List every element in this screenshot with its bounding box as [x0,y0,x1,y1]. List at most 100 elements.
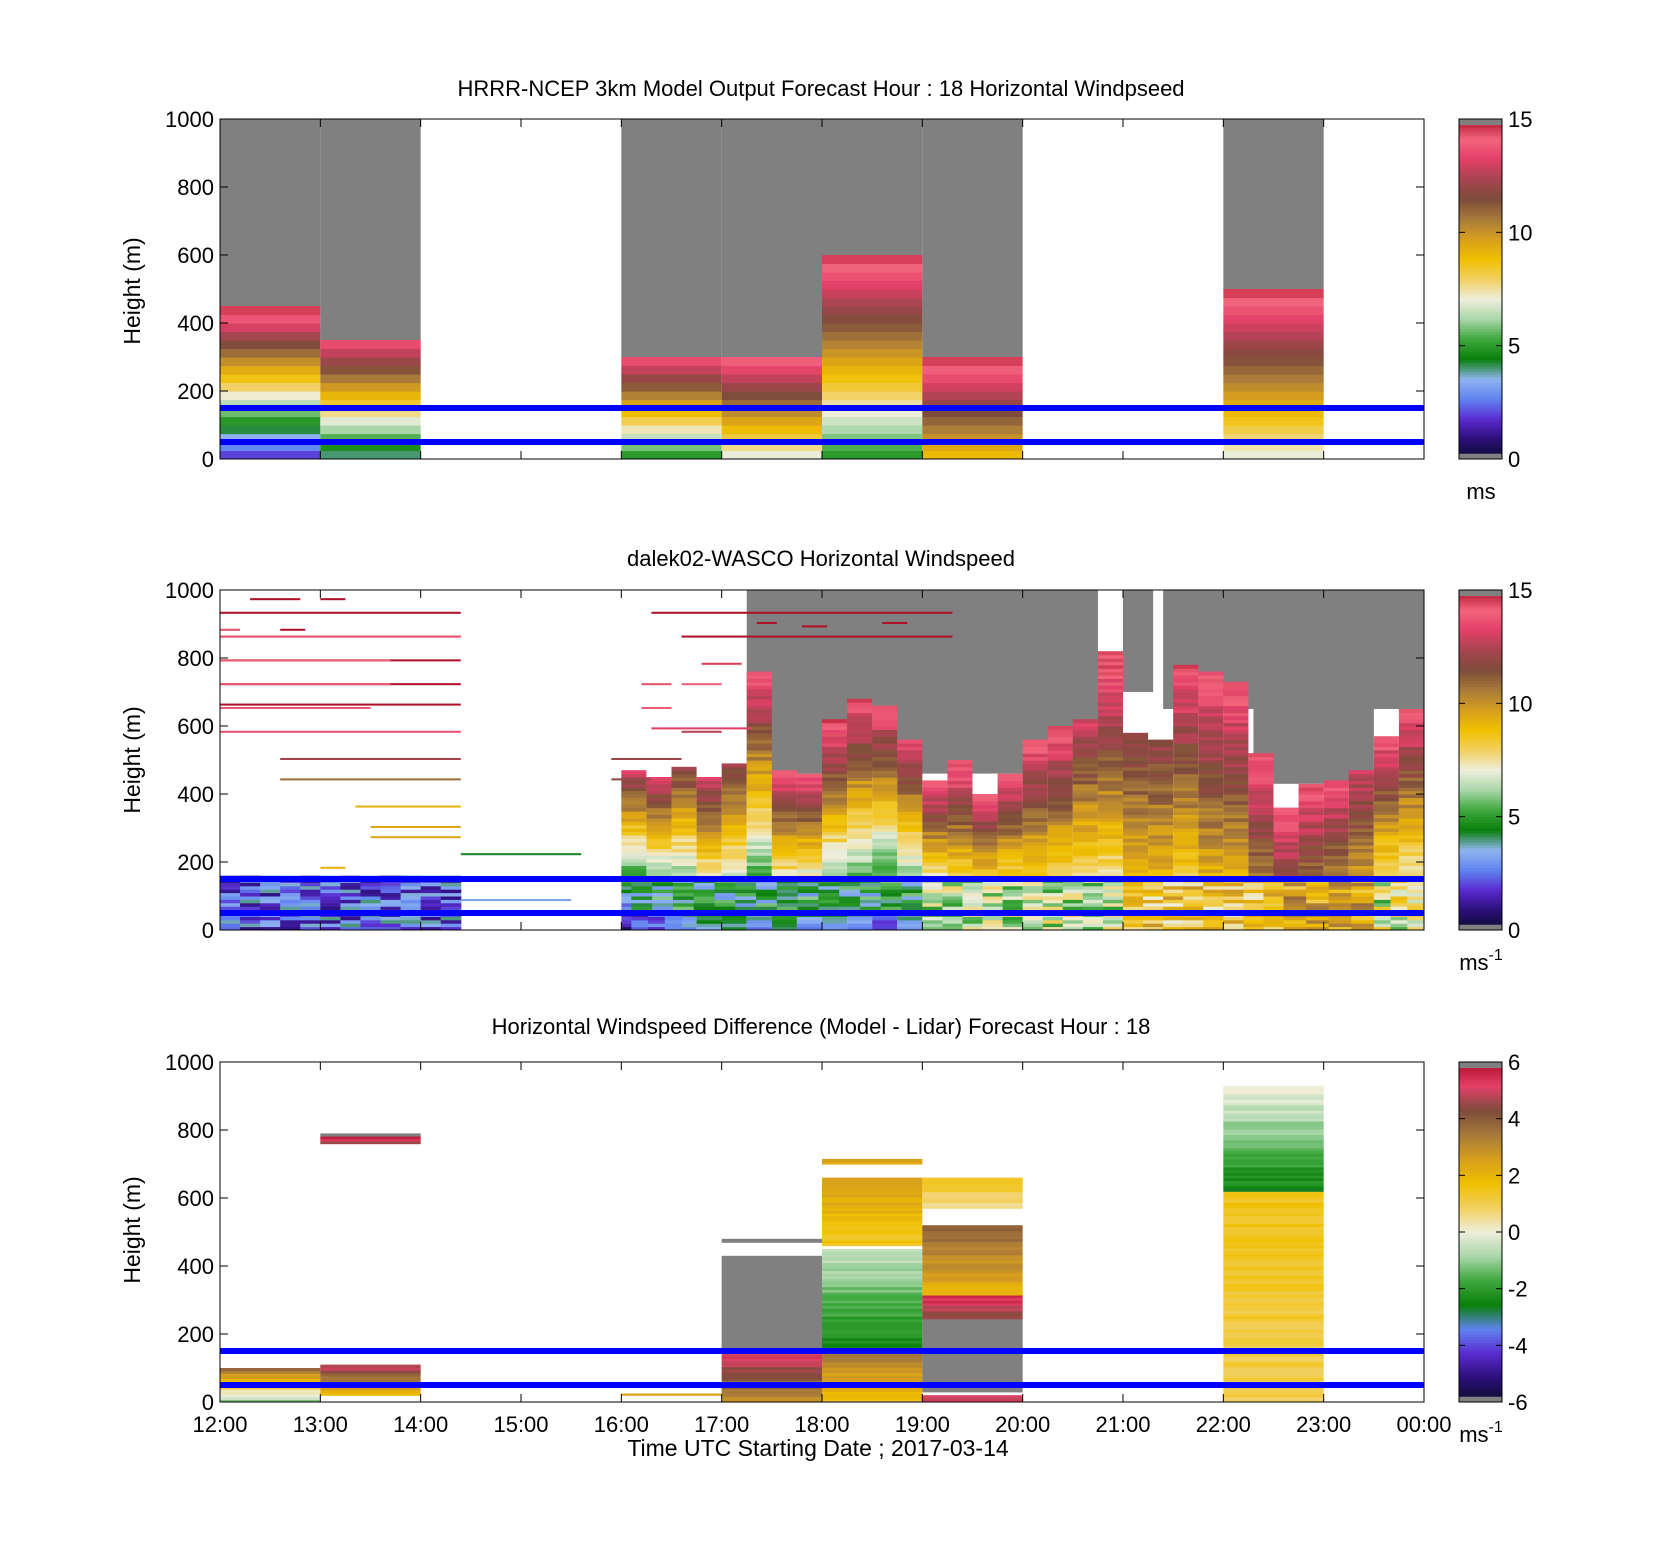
heatmap-cell [1248,838,1274,843]
heatmap-cell [822,726,848,730]
heatmap-cell [1042,916,1064,921]
heatmap-cell [1123,906,1144,911]
colorbar-cell [1459,365,1502,369]
heatmap-cell [621,374,722,384]
heatmap-cell [1163,892,1184,897]
heatmap-cell [1390,889,1408,894]
heatmap-cell [1173,862,1199,866]
heatmap-cell [1022,838,1048,843]
heatmap-cell [1022,906,1044,911]
heatmap-cell [922,1399,1023,1402]
heatmap-cell [1348,872,1374,877]
colorbar-cell [1459,796,1502,801]
heatmap-cell [1123,790,1149,795]
heatmap-cell [1097,811,1123,815]
heatmap-cell [1072,862,1098,866]
heatmap-cell [1123,753,1149,758]
colorbar-cell [1459,1331,1502,1335]
heatmap-cell [1072,736,1098,741]
heatmap-cell [1123,889,1144,894]
heatmap-cell [822,1207,923,1211]
heatmap-cell [746,732,772,737]
heatmap-cell [671,800,697,805]
heatmap-cell [1223,1188,1324,1192]
heatmap-cell [1072,773,1098,778]
heatmap-cell [997,807,1023,812]
heatmap-cell [1223,1393,1324,1398]
heatmap-cell [646,817,672,822]
heatmap-cell [1047,868,1073,873]
heatmap-cell [897,811,923,815]
heatmap-cell [947,817,973,822]
heatmap-cell [922,919,943,924]
heatmap-cell [1148,848,1174,853]
heatmap-cell [260,882,281,887]
colorbar-cell [1459,655,1502,659]
heatmap-cell [1173,817,1199,822]
heatmap-cell [696,797,722,802]
colorbar-cell [1459,1113,1502,1117]
heatmap-cell [1390,885,1408,890]
heatmap-cell [1348,773,1374,778]
heatmap-cell [1173,705,1199,710]
heatmap-cell [1223,681,1249,686]
heatmap-cell [1148,746,1174,751]
heatmap-cell [1273,807,1299,812]
heatmap-cell [796,845,822,849]
heatmap-cell [1223,715,1249,720]
heatmap-cell [872,841,898,846]
heatmap-cell [822,408,923,418]
heatmap-cell [947,787,973,792]
heatmap-cell [1148,766,1174,771]
panel-model-title: HRRR-NCEP 3km Model Output Forecast Hour… [457,76,1184,101]
y-tick-label: 600 [177,243,214,268]
heatmap-cell [897,763,923,768]
heatmap-cell [1148,824,1174,829]
heatmap-cell [847,749,873,754]
heatmap-cell [922,1316,1023,1320]
heatmap-cell [1143,885,1164,890]
heatmap-cell [1173,838,1199,843]
heatmap-cell [1072,817,1098,822]
heatmap-cell [240,902,261,907]
heatmap-cell [847,814,873,819]
heatmap-cell [1223,692,1249,696]
heatmap-cell [922,1286,1023,1291]
heatmap-cell [1002,899,1024,904]
heatmap-cell [1173,855,1199,860]
heatmap-cell [997,783,1023,788]
heatmap-cell [922,425,1023,435]
heatmap-cell [847,797,873,802]
heatmap-cell [631,902,653,907]
heatmap-cell [822,1242,923,1247]
heatmap-cell [1223,1266,1324,1271]
heatmap-cell [621,416,722,426]
heatmap-cell [818,899,840,904]
heatmap-cell [822,1337,923,1341]
heatmap-cell [646,824,672,829]
heatmap-cell [1072,780,1098,785]
colorbar-cell [1459,1370,1502,1375]
heatmap-cell [922,838,948,843]
heatmap-cell [1223,698,1249,703]
colorbar-cell [1459,873,1502,877]
heatmap-cell [1148,787,1174,792]
heatmap-cell [1022,821,1048,826]
colorbar-unit: ms-1 [1459,947,1503,975]
heatmap-cell [922,855,948,860]
heatmap-cell [320,425,421,435]
colorbar-tick-label: 0 [1508,447,1520,472]
heatmap-cell [440,902,462,907]
heatmap-cell [721,916,747,921]
colorbar-cell [1459,272,1502,276]
colorbar-cell [1459,1300,1502,1304]
colorbar-cell [1459,266,1502,270]
heatmap-cell [771,807,797,812]
heatmap-cell [1123,851,1149,856]
heatmap-cell [1223,1156,1324,1160]
heatmap-cell [922,1180,1023,1184]
y-tick-label: 400 [177,311,214,336]
heatmap-cell [721,399,822,409]
heatmap-cell [1373,743,1399,747]
heatmap-cell [1373,882,1392,887]
